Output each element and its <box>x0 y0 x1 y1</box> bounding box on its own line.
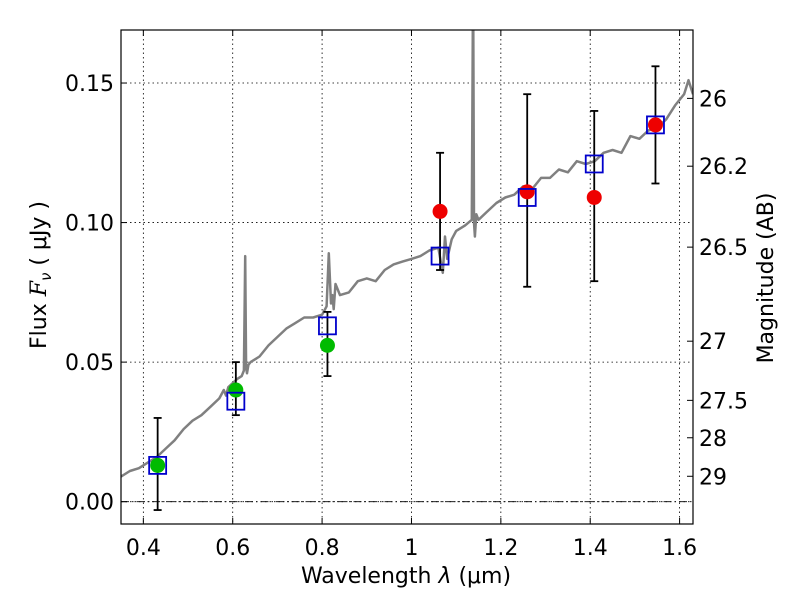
x-tick-label: 1 <box>404 536 418 561</box>
model-photometry-point <box>584 154 604 174</box>
x-axis-label: Wavelength λ (μm) <box>301 564 511 589</box>
observed-point <box>586 189 602 205</box>
y2-tick-label: 29 <box>699 465 727 490</box>
y2-tick-label: 27 <box>699 330 727 355</box>
observed-point <box>647 117 663 133</box>
observed-point <box>150 457 166 473</box>
observed-point <box>519 184 535 200</box>
model-photometry-point <box>318 316 337 336</box>
y2-tick-label: 26.2 <box>699 155 748 180</box>
axis-ticks: 0.4 0.6 0.8 1 1.2 1.4 1.6 0.00 0.05 0.10 0.15 26 26.… <box>65 30 748 561</box>
grid <box>121 30 693 524</box>
observed-point <box>432 203 448 219</box>
model-photometry-point <box>517 188 537 207</box>
plot-area <box>121 30 693 511</box>
y-tick-label: 0.00 <box>65 491 114 516</box>
y2-tick-label: 26.5 <box>699 236 748 261</box>
model-photometry-point <box>646 115 665 135</box>
y2-axis-label: Magnitude (AB) <box>754 193 779 364</box>
observed-point <box>319 337 335 353</box>
x-tick-label: 1.4 <box>573 536 608 561</box>
x-tick-label: 0.6 <box>215 536 250 561</box>
y2-tick-label: 28 <box>699 427 727 452</box>
spectrum-line <box>121 30 693 478</box>
plot-clip-group <box>121 30 693 511</box>
y-tick-label: 0.10 <box>65 212 114 237</box>
x-tick-label: 0.4 <box>126 536 161 561</box>
model-photometry-point <box>430 246 450 266</box>
model-photometry-point <box>148 455 168 475</box>
y2-tick-label: 27.5 <box>699 389 748 414</box>
y-axis-label: Flux Fν ( μJy ) <box>27 201 55 349</box>
plot-frame <box>120 29 694 525</box>
observed-point <box>228 382 244 398</box>
x-tick-label: 0.8 <box>305 536 340 561</box>
y-tick-label: 0.15 <box>65 72 114 97</box>
y-tick-label: 0.05 <box>65 351 114 376</box>
y2-tick-label: 26 <box>699 87 727 112</box>
model-photometry-point <box>226 391 246 411</box>
x-tick-label: 1.6 <box>662 536 697 561</box>
x-tick-label: 1.2 <box>483 536 518 561</box>
